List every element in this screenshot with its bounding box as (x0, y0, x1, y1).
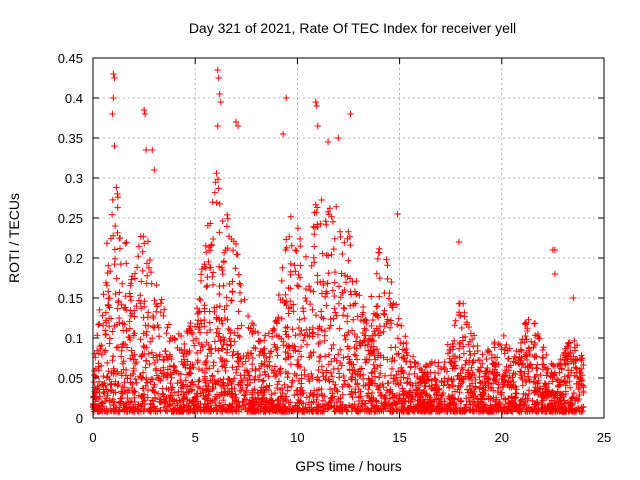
plot-frame (92, 57, 605, 419)
x-tick-label: 10 (290, 430, 304, 445)
y-tick-label: 0.45 (58, 51, 83, 66)
y-tick-label: 0.25 (58, 211, 83, 226)
x-axis-label: GPS time / hours (295, 458, 402, 474)
x-tick-label: 0 (89, 430, 96, 445)
axis-ticks: 0 5 10 15 20 25 0 0.05 0.1 0.15 0.2 0.25 0.3 0.35 0.4 0… (58, 51, 612, 445)
y-tick-label: 0.4 (65, 91, 83, 106)
y-tick-label: 0.3 (65, 171, 83, 186)
y-axis-label: ROTI / TECUs (6, 193, 22, 283)
y-tick-label: 0.35 (58, 131, 83, 146)
grid (93, 58, 604, 418)
x-tick-label: 25 (597, 430, 611, 445)
x-tick-label: 15 (392, 430, 406, 445)
x-tick-label: 20 (495, 430, 509, 445)
y-tick-label: 0.15 (58, 291, 83, 306)
x-tick-label: 5 (192, 430, 199, 445)
chart-title: Day 321 of 2021, Rate Of TEC Index for r… (189, 20, 516, 36)
roti-points (90, 66, 587, 415)
y-tick-label: 0 (76, 411, 83, 426)
y-tick-label: 0.1 (65, 331, 83, 346)
y-tick-label: 0.2 (65, 251, 83, 266)
y-tick-label: 0.05 (58, 371, 83, 386)
data-points (90, 66, 587, 415)
